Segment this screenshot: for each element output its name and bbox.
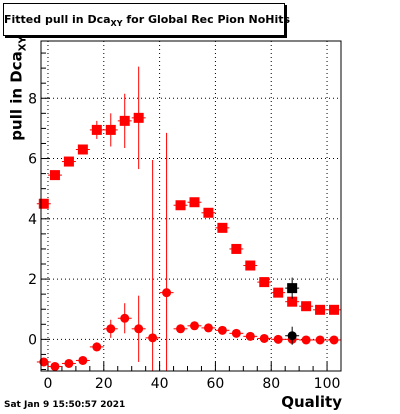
- x-tick-label: 100: [314, 376, 341, 392]
- data-point-square: [301, 301, 312, 312]
- data-point-circle: [50, 361, 60, 371]
- data-point-square: [77, 144, 88, 155]
- y-tick-label: 2: [28, 272, 37, 288]
- x-tick-label: 0: [44, 376, 53, 392]
- data-marks: [36, 66, 341, 371]
- data-point-circle: [106, 324, 116, 334]
- title-main: Fitted pull in Dca: [4, 13, 111, 26]
- data-point-circle: [315, 335, 325, 345]
- data-point-square: [105, 124, 116, 135]
- title-subscript: XY: [110, 19, 123, 29]
- data-point-circle: [217, 325, 227, 335]
- data-point-circle: [134, 324, 144, 334]
- data-point-circle: [329, 335, 339, 345]
- data-point-square: [63, 156, 74, 167]
- data-point-circle: [203, 323, 213, 333]
- title-box: Fitted pull in DcaXY for Global Rec Pion…: [3, 3, 290, 36]
- title-rest: for Global Rec Pion NoHits: [122, 13, 291, 26]
- y-tick-label: 0: [28, 332, 37, 348]
- data-point-circle: [120, 313, 130, 323]
- data-point-circle: [148, 333, 158, 343]
- data-point-circle: [287, 331, 297, 341]
- y-tick-label: 8: [28, 91, 37, 107]
- data-point-square: [91, 124, 102, 135]
- x-tick-label: 20: [95, 376, 113, 392]
- data-point-circle: [92, 342, 102, 352]
- x-tick-label: 60: [207, 376, 225, 392]
- data-point-square: [329, 304, 340, 315]
- data-point-square: [245, 260, 256, 271]
- chart-title: Fitted pull in DcaXY for Global Rec Pion…: [4, 4, 290, 35]
- timestamp: Sat Jan 9 15:50:57 2021: [4, 400, 126, 410]
- data-point-square: [231, 243, 242, 254]
- data-point-circle: [189, 321, 199, 331]
- data-point-square: [273, 287, 284, 298]
- x-axis-label: Quality: [281, 393, 342, 411]
- data-point-circle: [273, 334, 283, 344]
- data-point-square: [315, 304, 326, 315]
- y-tick-label: 6: [28, 152, 37, 168]
- plot-frame: [40, 40, 342, 372]
- data-point-square: [259, 277, 270, 288]
- data-point-square: [119, 115, 130, 126]
- data-point-square: [133, 112, 144, 123]
- data-point-circle: [39, 357, 49, 367]
- data-point-square: [217, 222, 228, 233]
- data-point-circle: [176, 324, 186, 334]
- data-point-circle: [259, 333, 269, 343]
- data-point-square: [189, 197, 200, 208]
- x-tick-label: 40: [151, 376, 169, 392]
- data-point-square: [38, 198, 49, 209]
- x-tick-label: 80: [262, 376, 280, 392]
- data-point-circle: [162, 288, 172, 298]
- data-point-square: [287, 296, 298, 307]
- tick-labels: 0 20 40 60 80 100 0 2 4 6 8: [28, 91, 340, 392]
- data-point-circle: [231, 328, 241, 338]
- data-point-circle: [78, 355, 88, 365]
- data-point-square: [287, 283, 298, 294]
- data-point-square: [175, 200, 186, 211]
- axes: [41, 52, 342, 371]
- data-point-square: [203, 207, 214, 218]
- y-tick-label: 4: [28, 212, 37, 228]
- data-point-circle: [245, 331, 255, 341]
- data-point-circle: [301, 335, 311, 345]
- data-point-square: [49, 170, 60, 181]
- data-point-circle: [64, 358, 74, 368]
